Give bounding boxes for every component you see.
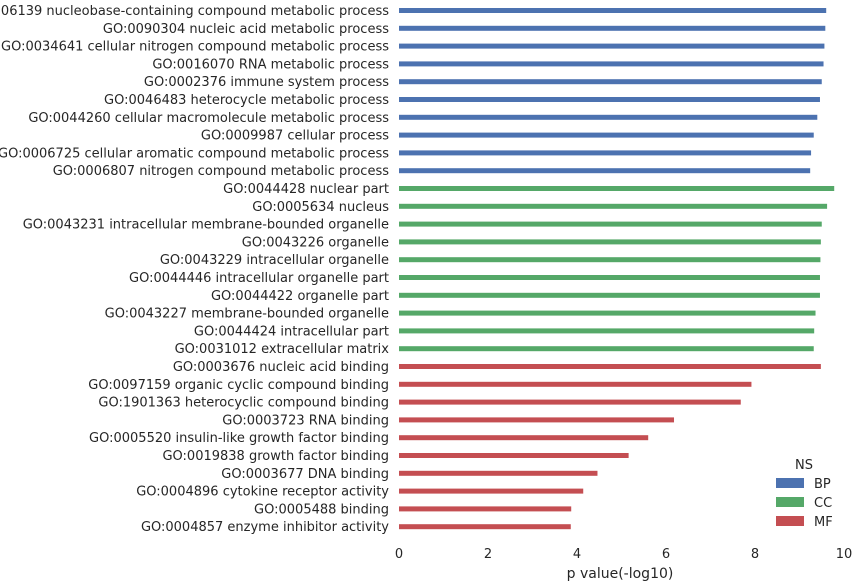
bars-layer xyxy=(399,8,835,530)
bar-mf xyxy=(399,399,741,405)
x-tick-label: 2 xyxy=(484,547,492,562)
bar-bp xyxy=(399,114,818,120)
category-label: GO:0003676 nucleic acid binding xyxy=(173,360,389,375)
legend-swatch-bp xyxy=(776,478,804,488)
legend-swatch-cc xyxy=(776,497,804,507)
bar-mf xyxy=(399,417,675,423)
category-label: GO:0044422 organelle part xyxy=(211,289,389,304)
bar-cc xyxy=(399,292,820,298)
bar-cc xyxy=(399,186,835,191)
bar-cc xyxy=(399,239,821,245)
bar-bp xyxy=(399,150,812,156)
category-label: GO:0046483 heterocycle metabolic process xyxy=(104,93,389,108)
category-label: GO:0044424 intracellular part xyxy=(194,324,389,339)
legend-label-bp: BP xyxy=(814,477,831,492)
category-label: GO:0043226 organelle xyxy=(242,235,389,250)
category-label: GO:0002376 immune system process xyxy=(144,75,389,90)
bar-bp xyxy=(399,79,822,85)
x-tick-label: 6 xyxy=(662,547,670,562)
category-label: GO:0009987 cellular process xyxy=(201,129,389,144)
bar-cc xyxy=(399,221,822,227)
bar-cc xyxy=(399,257,821,263)
bar-mf xyxy=(399,524,571,530)
bar-cc xyxy=(399,275,820,280)
category-label: GO:0097159 organic cyclic compound bindi… xyxy=(88,378,389,393)
bar-cc xyxy=(399,346,814,352)
category-label: GO:0006139 nucleobase-containing compoun… xyxy=(0,4,389,19)
bar-mf xyxy=(399,470,598,476)
bar-mf xyxy=(399,435,649,441)
category-label: GO:0006725 cellular aromatic compound me… xyxy=(0,146,389,161)
category-label: GO:0016070 RNA metabolic process xyxy=(152,57,389,72)
bar-bp xyxy=(399,132,814,138)
x-axis-ticks: 0 2 4 6 8 10 xyxy=(395,547,852,562)
bar-mf xyxy=(399,381,752,387)
x-axis-label: p value(-log10) xyxy=(567,566,674,582)
x-tick-label: 10 xyxy=(836,547,853,562)
bar-bp xyxy=(399,168,811,174)
bar-bp xyxy=(399,25,826,31)
legend-swatch-mf xyxy=(776,516,804,526)
category-labels: GO:0006139 nucleobase-containing compoun… xyxy=(0,4,389,535)
bar-cc xyxy=(399,328,815,334)
category-label: GO:0044446 intracellular organelle part xyxy=(129,271,389,286)
category-label: GO:0004896 cytokine receptor activity xyxy=(136,485,389,500)
category-label: GO:0005634 nucleus xyxy=(252,200,389,215)
x-tick-label: 8 xyxy=(751,547,759,562)
category-label: GO:0043229 intracellular organelle xyxy=(160,253,389,268)
category-label: GO:0043227 membrane-bounded organelle xyxy=(105,307,389,322)
category-label: GO:0019838 growth factor binding xyxy=(162,449,389,464)
bar-bp xyxy=(399,43,825,49)
category-label: GO:1901363 heterocyclic compound binding xyxy=(98,396,389,411)
legend-entries: BP CC MF xyxy=(776,477,833,530)
category-label: GO:0003723 RNA binding xyxy=(222,413,389,428)
x-tick-label: 4 xyxy=(573,547,581,562)
category-label: GO:0006807 nitrogen compound metabolic p… xyxy=(53,164,390,179)
category-label: GO:0044260 cellular macromolecule metabo… xyxy=(28,111,389,126)
legend-label-cc: CC xyxy=(814,496,832,511)
category-label: GO:0003677 DNA binding xyxy=(221,467,389,482)
bar-mf xyxy=(399,506,572,512)
category-label: GO:0031012 extracellular matrix xyxy=(175,342,390,357)
bar-cc xyxy=(399,310,816,316)
category-label: GO:0005488 binding xyxy=(254,502,389,517)
bar-bp xyxy=(399,97,820,102)
category-label: GO:0044428 nuclear part xyxy=(223,182,389,197)
bar-cc xyxy=(399,203,828,209)
bar-mf xyxy=(399,488,584,494)
legend: NS BP CC MF xyxy=(776,458,833,530)
legend-label-mf: MF xyxy=(814,515,833,530)
category-label: GO:0090304 nucleic acid metabolic proces… xyxy=(103,22,389,37)
legend-title: NS xyxy=(795,458,813,473)
category-label: GO:0034641 cellular nitrogen compound me… xyxy=(1,40,389,55)
category-label: GO:0004857 enzyme inhibitor activity xyxy=(141,520,389,535)
bar-mf xyxy=(399,453,629,458)
category-label: GO:0043231 intracellular membrane-bounde… xyxy=(23,218,389,233)
category-label: GO:0005520 insulin-like growth factor bi… xyxy=(89,431,389,446)
bar-bp xyxy=(399,8,827,13)
x-tick-label: 0 xyxy=(395,547,403,562)
bar-bp xyxy=(399,61,824,67)
bar-mf xyxy=(399,364,821,369)
